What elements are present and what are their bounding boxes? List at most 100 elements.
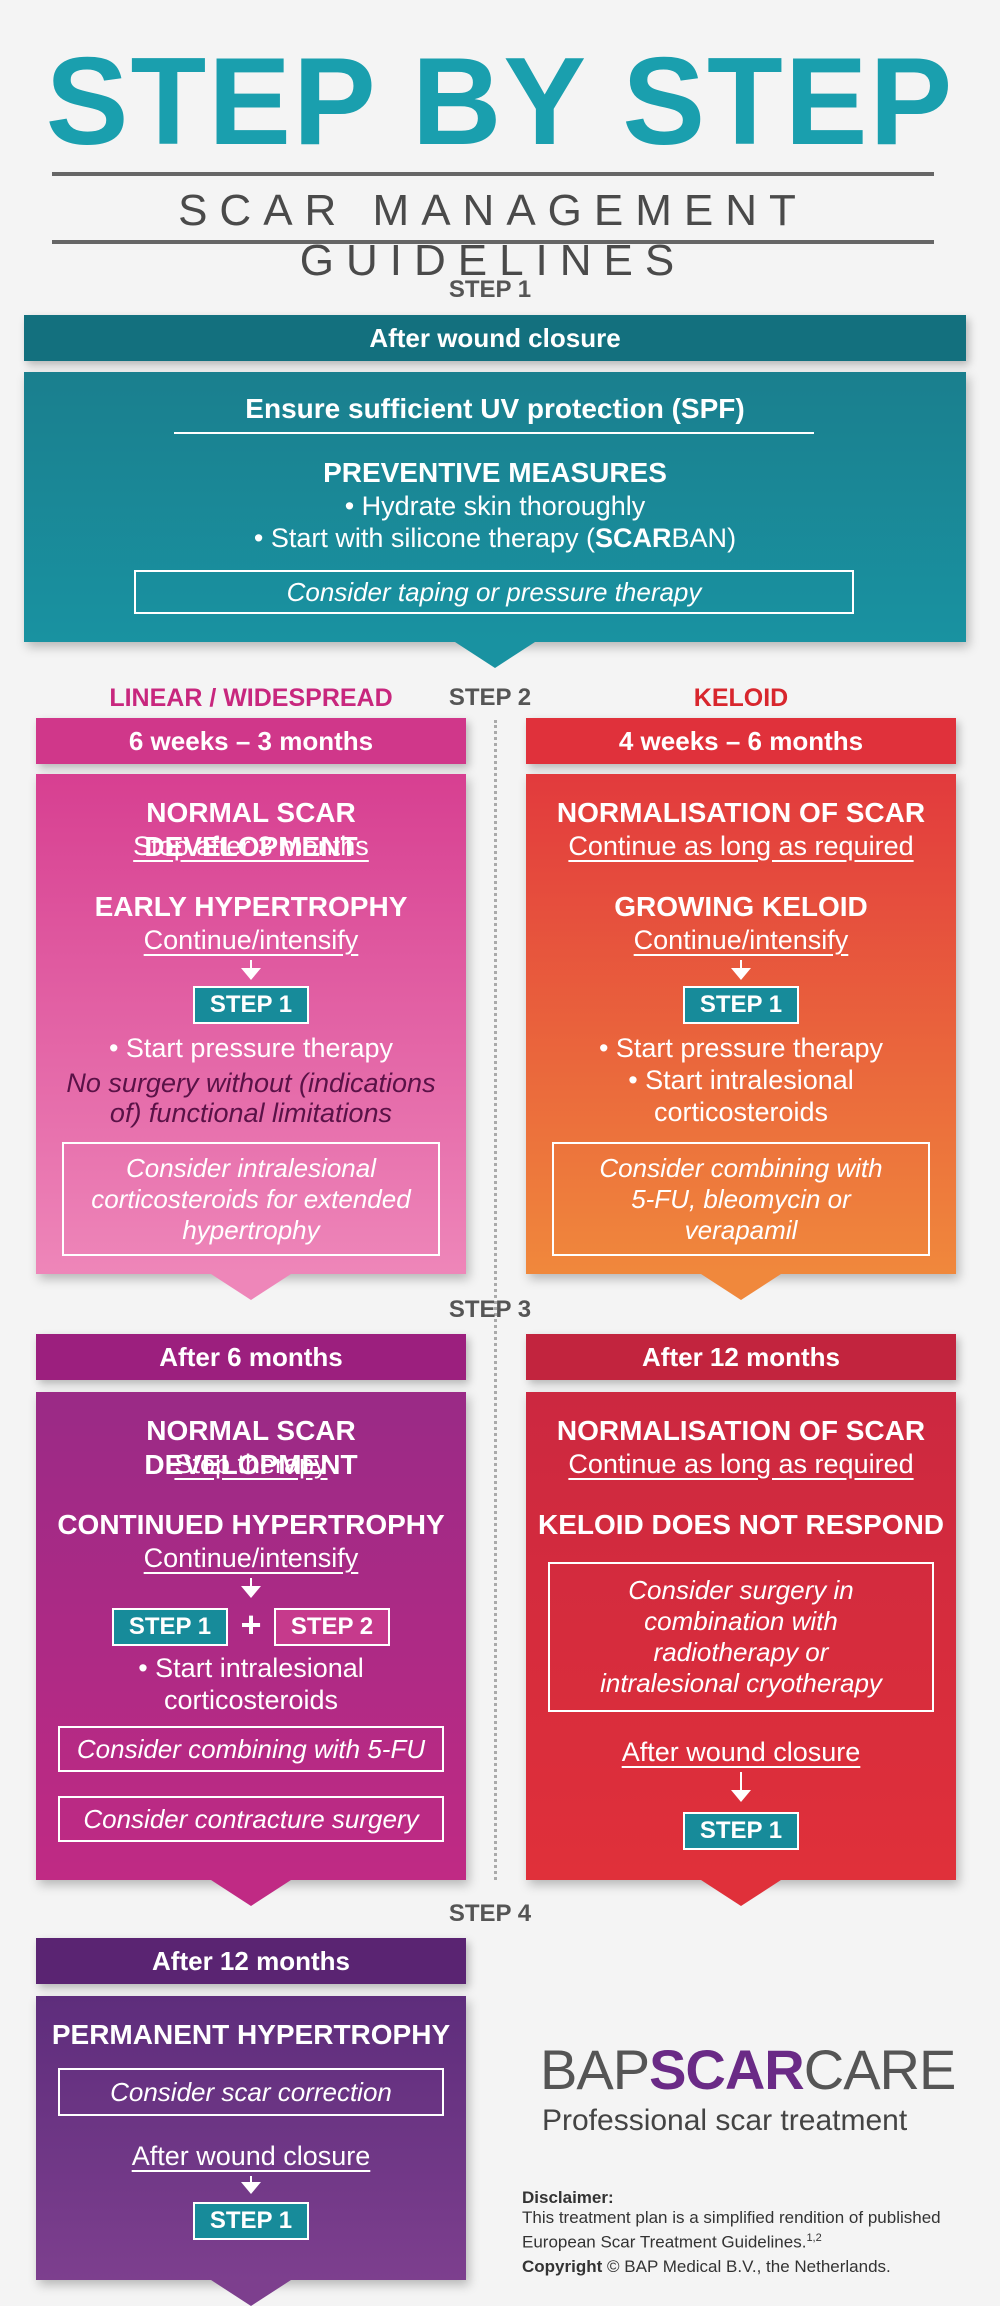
down-arrow-icon: [241, 968, 261, 980]
disclaimer-superscript: 1,2: [806, 2232, 822, 2244]
brand-care: CARE: [803, 2038, 957, 2101]
step1-label: STEP 1: [448, 276, 532, 303]
step3-right-bar: After 12 months: [526, 1334, 956, 1380]
stop-therapy: Stop therapy: [174, 1449, 328, 1479]
step3-left-panel: NORMAL SCAR DEVELOPMENT Stop therapy CON…: [36, 1392, 466, 1880]
contracture-box: Consider contracture surgery: [58, 1796, 444, 1842]
continue-required-wrap-3: Continue as long as required: [526, 1448, 956, 1480]
step2-right-bar: 4 weeks – 6 months: [526, 718, 956, 764]
step1-panel: Ensure sufficient UV protection (SPF) PR…: [24, 372, 966, 642]
page-title: STEP BY STEP: [45, 33, 955, 171]
step1-chip-4: STEP 1: [193, 2202, 309, 2240]
copyright-label: Copyright: [522, 2256, 603, 2276]
step4-label: STEP 4: [448, 1900, 532, 1927]
continue-intensify: Continue/intensify: [143, 925, 359, 955]
normal-scar-heading: NORMAL SCAR DEVELOPMENT: [144, 797, 358, 862]
disclaimer-title: Disclaimer:: [522, 2188, 614, 2207]
down-arrow-icon: [731, 968, 751, 980]
taping-box: Consider taping or pressure therapy: [134, 570, 854, 614]
flow-line-3r: [740, 1772, 742, 1792]
continue-required-wrap: Continue as long as required: [526, 830, 956, 862]
flow-line: [250, 960, 252, 970]
step3-left-arrow: [211, 1880, 291, 1906]
disclaimer-text: This treatment plan is a simplified rend…: [522, 2208, 941, 2252]
normal-scar-heading-3: NORMAL SCAR DEVELOPMENT: [144, 1415, 358, 1480]
step1-bar: After wound closure: [24, 315, 966, 361]
brand-tagline: Professional scar treatment: [542, 2104, 908, 2137]
step2-right-arrow: [701, 1274, 781, 1300]
continue-as-long-as-required: Continue as long as required: [568, 831, 914, 861]
permanent-hypertrophy-heading: PERMANENT HYPERTROPHY: [51, 2019, 451, 2050]
continued-hypertrophy-heading: CONTINUED HYPERTROPHY: [57, 1509, 445, 1540]
intralesional-box: Consider intralesional corticosteroids f…: [62, 1142, 440, 1256]
copyright-text: BAP Medical B.V., the Netherlands.: [624, 2256, 891, 2276]
step4-panel: PERMANENT HYPERTROPHY Consider scar corr…: [36, 1996, 466, 2280]
continue-as-long-as-required-3: Continue as long as required: [568, 1449, 914, 1479]
step3-left-bar: After 6 months: [36, 1334, 466, 1380]
step1-chip: STEP 1: [193, 986, 309, 1024]
step3-right-arrow: [701, 1880, 781, 1906]
step3-right-panel: NORMALISATION OF SCAR Continue as long a…: [526, 1392, 956, 1880]
stop-therapy-wrap: Stop therapy: [36, 1448, 466, 1480]
uv-protection-text: Ensure sufficient UV protection (SPF): [245, 393, 745, 424]
keloid-not-respond-heading: KELOID DOES NOT RESPOND: [537, 1509, 945, 1540]
scarban-brand-bold: SCAR: [595, 523, 672, 553]
header-rule-bottom: [52, 240, 934, 244]
flow-line-3: [250, 1578, 252, 1588]
scar-correction-box: Consider scar correction: [58, 2068, 444, 2116]
silicone-bullet-text: • Start with silicone therapy (: [253, 523, 596, 553]
down-arrow-icon: [731, 1790, 751, 1802]
surgery-box: Consider surgery in combination with rad…: [548, 1562, 934, 1712]
pressure-bullet-right: • Start pressure therapy: [598, 1033, 884, 1063]
after-wound-wrap-4: After wound closure: [36, 2140, 466, 2172]
brand-logo: BAPSCARCARE: [540, 2040, 960, 2100]
linear-widespread-heading: LINEAR / WIDESPREAD: [109, 684, 393, 712]
step1-chip-right: STEP 1: [683, 986, 799, 1024]
step2-label: STEP 2: [448, 684, 532, 711]
step2-chip-3: STEP 2: [274, 1608, 390, 1646]
pressure-bullet: • Start pressure therapy: [108, 1033, 394, 1063]
step2-left-arrow: [211, 1274, 291, 1300]
silicone-bullet: • Start with silicone therapy (SCARBAN): [24, 522, 966, 554]
flow-line-4: [250, 2176, 252, 2184]
continue-intensify-3: Continue/intensify: [143, 1543, 359, 1573]
step3-label: STEP 3: [448, 1296, 532, 1323]
normalisation-heading: NORMALISATION OF SCAR: [556, 797, 926, 828]
step1-chip-3: STEP 1: [112, 1608, 228, 1646]
preventive-measures-title: PREVENTIVE MEASURES: [323, 457, 667, 488]
no-surgery-note: No surgery without (indications of) func…: [66, 1068, 436, 1128]
step2-right-panel: NORMALISATION OF SCAR Continue as long a…: [526, 774, 956, 1274]
brand-bap: BAP: [540, 2038, 650, 2101]
continue-wrap-right: Continue/intensify: [526, 924, 956, 956]
scarban-brand-rest: BAN: [671, 523, 728, 553]
silicone-bullet-suffix: ): [727, 523, 737, 553]
after-wound-wrap: After wound closure: [526, 1736, 956, 1768]
copyright-symbol: ©: [607, 2256, 620, 2276]
hydrate-bullet: • Hydrate skin thoroughly: [344, 491, 646, 521]
stop-after-wrap: Stop after 3 months: [36, 830, 466, 862]
down-arrow-icon: [241, 1586, 261, 1598]
intralesional-bullet-3: • Start intralesional corticosteroids: [138, 1653, 364, 1715]
early-hypertrophy-heading: EARLY HYPERTROPHY: [94, 891, 408, 922]
flow-line-right: [740, 960, 742, 970]
continue-wrap-3: Continue/intensify: [36, 1542, 466, 1574]
growing-keloid-heading: GROWING KELOID: [614, 891, 868, 922]
step4-arrow: [211, 2280, 291, 2306]
disclaimer: Disclaimer: This treatment plan is a sim…: [522, 2188, 962, 2277]
down-arrow-icon: [241, 2182, 261, 2194]
step1-chip-3r: STEP 1: [683, 1812, 799, 1850]
step2-left-panel: NORMAL SCAR DEVELOPMENT Stop after 3 mon…: [36, 774, 466, 1274]
step1-arrow: [455, 642, 535, 668]
continue-intensify-right: Continue/intensify: [633, 925, 849, 955]
normalisation-heading-3: NORMALISATION OF SCAR: [556, 1415, 926, 1446]
header-rule-top: [52, 172, 934, 176]
stop-after-3-months: Stop after 3 months: [133, 831, 369, 861]
combining-5fu-box: Consider combining with 5-FU: [58, 1726, 444, 1772]
brand-scar: SCAR: [649, 2038, 805, 2101]
plus-sign: +: [240, 1604, 262, 1645]
keloid-heading: KELOID: [693, 684, 789, 712]
intralesional-bullet: • Start intralesional corticosteroids: [628, 1065, 854, 1127]
copyright-line: Copyright © BAP Medical B.V., the Nether…: [522, 2257, 962, 2277]
step4-bar: After 12 months: [36, 1938, 466, 1984]
disclaimer-text-block: This treatment plan is a simplified rend…: [522, 2208, 962, 2253]
